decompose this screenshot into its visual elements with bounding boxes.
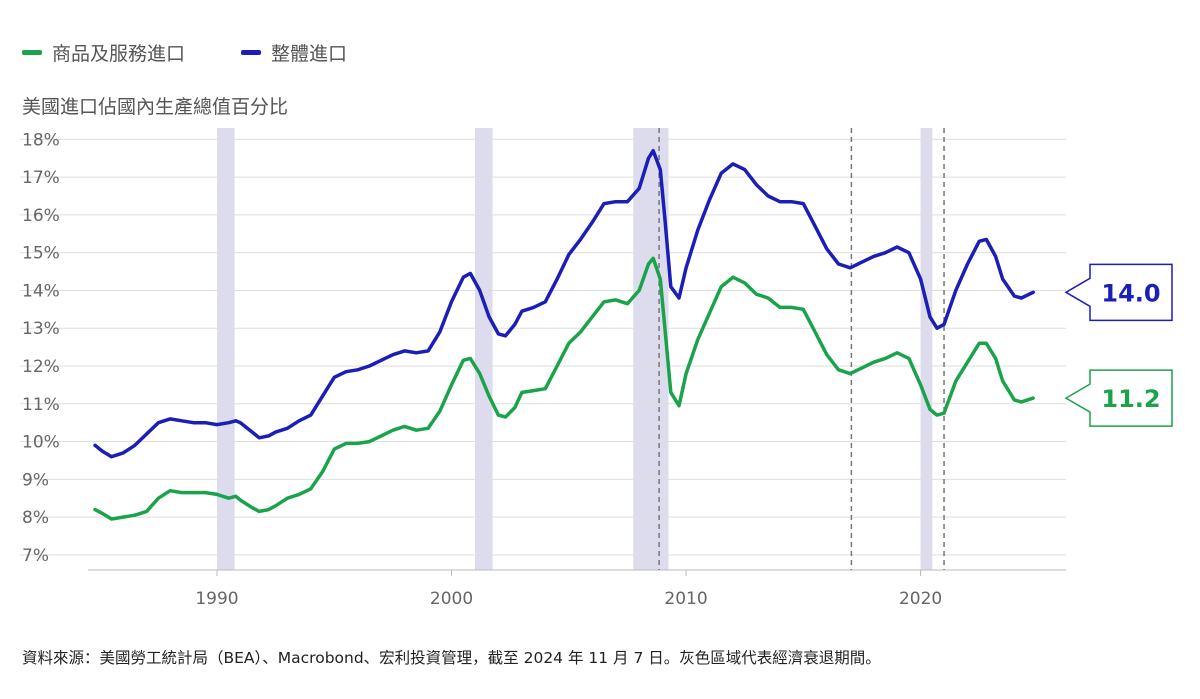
line-chart: 7% 8% 9% 10% 11% 12% 13% 14% 15% 16% 17% 18% 1990 200… [20,128,1173,609]
series-line [93,256,1035,521]
y-tick-label: 13% [22,319,60,339]
legend-label: 整體進口 [271,42,348,65]
legend-label: 商品及服務進口 [52,42,186,65]
y-tick-label: 10% [22,433,60,453]
legend-item-total-imports: 整體進口 [241,39,347,66]
y-tick-label: 8% [22,508,49,528]
legend: 商品及服務進口 整體進口 [22,38,347,66]
chart-title: 美國進口佔國內生產總值百分比 [22,96,289,118]
value-callout-box [1064,263,1173,322]
source-note: 資料來源：美國勞工統計局（BEA）、Macrobond、宏利投資管理，截至 20… [22,649,881,667]
y-tick-label: 14% [22,281,60,301]
value-callout-label: 14.0 [1101,279,1160,307]
y-tick-label: 15% [22,244,60,264]
value-callout-label: 11.2 [1101,385,1160,413]
legend-swatch-green [22,49,42,55]
value-callout-box [1064,369,1173,427]
x-tick-label: 2020 [899,589,942,609]
y-tick-label: 18% [22,130,60,150]
y-tick-label: 12% [22,357,60,377]
x-tick-label: 2000 [430,589,473,609]
recession-band [920,128,933,570]
y-tick-label: 11% [22,395,60,415]
legend-item-goods-services: 商品及服務進口 [22,39,185,66]
y-tick-label: 7% [22,546,49,566]
y-tick-label: 17% [22,168,60,188]
y-tick-label: 9% [22,470,49,490]
recession-band [216,128,235,570]
y-tick-label: 16% [22,206,60,226]
x-tick-label: 1990 [195,589,238,609]
series-line [93,148,1035,459]
legend-swatch-blue [241,49,262,55]
x-tick-label: 2010 [664,589,707,609]
recession-band [474,128,493,570]
